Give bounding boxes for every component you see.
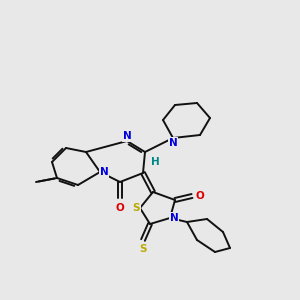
Text: N: N [100,167,109,177]
Text: O: O [116,203,124,213]
Text: N: N [169,138,177,148]
Text: S: S [139,244,147,254]
Text: N: N [123,131,131,141]
Text: N: N [170,213,179,223]
Text: S: S [133,203,140,213]
Text: H: H [151,157,159,167]
Text: O: O [195,191,204,201]
